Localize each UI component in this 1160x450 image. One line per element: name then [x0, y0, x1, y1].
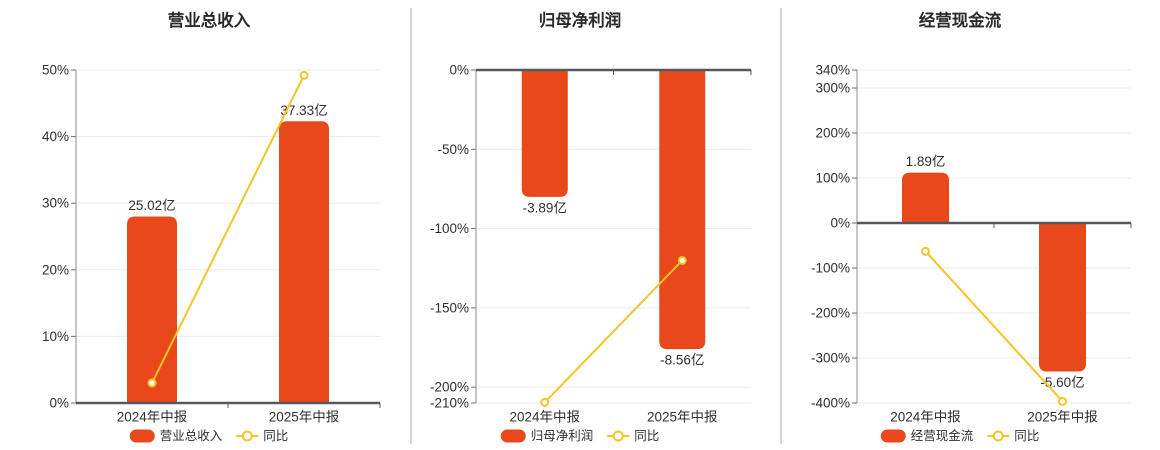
- legend-line-label: 同比: [634, 429, 659, 443]
- y-tick-label: -200%: [430, 380, 469, 395]
- chart-3: 经营现金流 340% 300% 200% 100% 0% -100% -200% -300% -4…: [811, 10, 1132, 443]
- chart-title: 归母净利润: [539, 10, 622, 30]
- y-tick-label: -200%: [811, 306, 850, 321]
- y-tick-label: -100%: [811, 261, 850, 276]
- chart-legend: 归母净利润 同比: [500, 429, 659, 443]
- legend-line-marker-icon: [241, 430, 253, 442]
- legend-item-经营现金流[interactable]: 经营现金流: [880, 428, 974, 443]
- y-tick-label: 300%: [815, 81, 850, 96]
- y-tick-label: -300%: [811, 351, 850, 366]
- yoy-line-series[interactable]: [924, 250, 1064, 403]
- y-tick-label: 0%: [449, 63, 469, 78]
- y-tick-label: 20%: [42, 262, 69, 277]
- y-tick-label: 30%: [42, 196, 69, 211]
- chart-legend: 经营现金流 同比: [880, 428, 1039, 443]
- y-tick-label: 340%: [815, 63, 850, 78]
- legend-bar-swatch: [880, 429, 906, 443]
- legend-line-marker-icon: [992, 430, 1004, 442]
- bar-value-label: -8.56亿: [660, 353, 704, 368]
- y-tick-label: 100%: [815, 171, 850, 186]
- bar-经营现金流-2024年中报[interactable]: [902, 172, 949, 223]
- y-tick-label: -210%: [430, 396, 469, 411]
- x-category-label: 2024年中报: [117, 410, 188, 425]
- legend-item-同比[interactable]: 同比: [987, 429, 1039, 443]
- legend-line-label: 同比: [263, 429, 288, 443]
- bar-归母净利润-2024年中报[interactable]: [521, 70, 568, 197]
- x-category-label: 2025年中报: [647, 410, 718, 425]
- y-tick-label: 10%: [42, 329, 69, 344]
- y-tick-label: 40%: [42, 129, 69, 144]
- y-tick-label: -50%: [437, 142, 469, 157]
- bar-value-label: 1.89亿: [906, 154, 946, 169]
- legend-bar-label: 归母净利润: [531, 429, 594, 443]
- x-category-label: 2024年中报: [890, 410, 961, 425]
- yoy-point-2024年中报[interactable]: [147, 378, 157, 388]
- legend-bar-label: 营业总收入: [160, 429, 223, 443]
- yoy-point-2024年中报[interactable]: [540, 397, 550, 407]
- bar-value-label: 25.02亿: [128, 198, 175, 213]
- y-tick-label: -100%: [430, 221, 469, 236]
- y-tick-label: -400%: [811, 396, 850, 411]
- chart-title: 营业总收入: [168, 10, 251, 30]
- yoy-line-series[interactable]: [544, 259, 683, 404]
- yoy-point-2024年中报[interactable]: [921, 246, 930, 256]
- legend-line-label: 同比: [1014, 429, 1039, 443]
- bar-经营现金流-2025年中报[interactable]: [1039, 223, 1086, 372]
- y-tick-label: 200%: [815, 126, 850, 141]
- legend-item-营业总收入[interactable]: 营业总收入: [129, 429, 223, 443]
- yoy-point-2025年中报[interactable]: [677, 255, 687, 265]
- x-category-label: 2025年中报: [1027, 410, 1098, 425]
- legend-bar-label: 经营现金流: [911, 428, 974, 443]
- chart-2: 归母净利润 0% -50% -100% -150% -200%-210% -3.89亿 -8.…: [430, 10, 752, 443]
- legend-item-同比[interactable]: 同比: [236, 429, 288, 443]
- chart-1: 营业总收入 50% 40% 30% 20% 10% 0% 25.02亿 37.33亿 2024年中…: [42, 10, 381, 443]
- chart-legend: 营业总收入 同比: [129, 429, 288, 443]
- legend-line-marker-icon: [612, 430, 624, 442]
- yoy-point-2025年中报[interactable]: [299, 70, 309, 80]
- x-category-label: 2024年中报: [509, 410, 580, 425]
- y-tick-label: 0%: [49, 396, 69, 411]
- y-tick-label: 0%: [830, 216, 850, 231]
- bar-value-label: -5.60亿: [1040, 375, 1084, 390]
- bar-营业总收入-2025年中报[interactable]: [279, 121, 329, 404]
- bar-value-label: -3.89亿: [523, 200, 567, 215]
- legend-bar-swatch: [129, 429, 155, 443]
- legend-bar-swatch: [500, 429, 526, 443]
- y-tick-label: 50%: [42, 63, 69, 78]
- bar-value-label: 37.33亿: [280, 103, 327, 118]
- chart-title: 经营现金流: [919, 10, 1002, 30]
- yoy-line-series[interactable]: [151, 74, 305, 384]
- bar-营业总收入-2024年中报[interactable]: [127, 216, 177, 403]
- legend-item-归母净利润[interactable]: 归母净利润: [500, 429, 594, 443]
- bar-归母净利润-2025年中报[interactable]: [659, 70, 706, 350]
- x-category-label: 2025年中报: [269, 410, 340, 425]
- legend-item-同比[interactable]: 同比: [607, 429, 659, 443]
- yoy-point-2025年中报[interactable]: [1058, 396, 1067, 406]
- y-tick-label: -150%: [430, 300, 469, 315]
